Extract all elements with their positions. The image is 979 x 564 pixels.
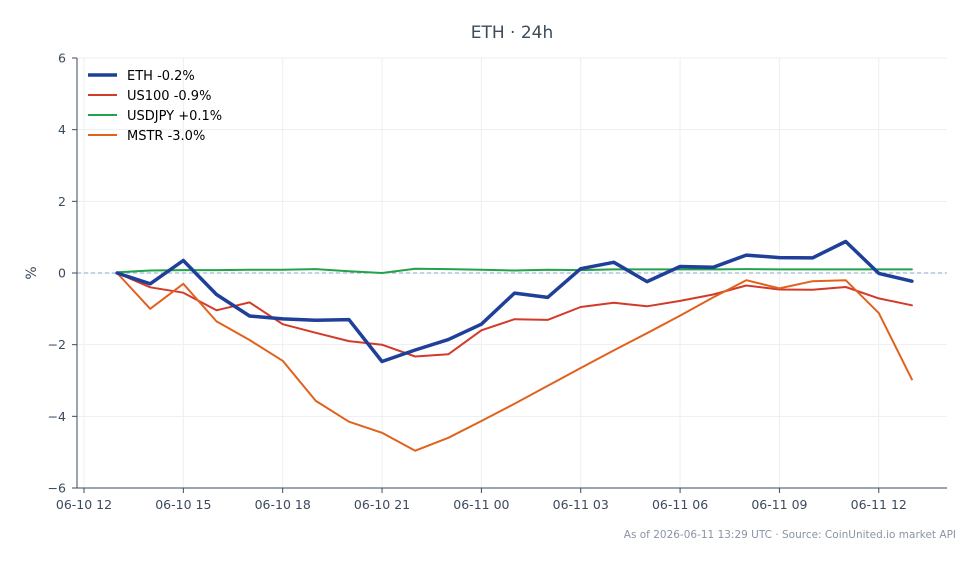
legend-label: USDJPY +0.1%	[127, 109, 222, 124]
x-tick-label: 06-11 00	[453, 497, 509, 512]
y-tick-label: 4	[58, 122, 66, 137]
legend: ETH -0.2% US100 -0.9% USDJPY +0.1% MSTR -3.…	[88, 69, 222, 144]
y-tick-label: −4	[48, 409, 66, 424]
legend-label: MSTR -3.0%	[127, 129, 205, 144]
series-line-mstr	[116, 272, 913, 452]
series-group	[115, 239, 914, 452]
x-tick-label: 06-11 12	[851, 497, 907, 512]
footnote: As of 2026-06-11 13:29 UTC · Source: Coi…	[624, 529, 956, 541]
y-tick-label: 6	[58, 51, 66, 66]
y-tick-label: 0	[58, 266, 66, 281]
legend-label: ETH -0.2%	[127, 69, 195, 84]
series-line-eth	[115, 239, 914, 364]
series-line-us100	[116, 272, 913, 358]
x-tick-label: 06-11 06	[652, 497, 708, 512]
y-tick-label: 2	[58, 194, 66, 209]
y-ticks: −6 −4 −2 0 2 4 6	[48, 51, 77, 496]
x-tick-label: 06-11 09	[751, 497, 807, 512]
x-tick-label: 06-10 18	[255, 497, 311, 512]
y-tick-label: −2	[48, 337, 66, 352]
x-ticks: 06-10 12 06-10 15 06-10 18 06-10 21 06-11 00…	[56, 488, 907, 512]
x-tick-label: 06-10 12	[56, 497, 112, 512]
x-tick-label: 06-11 03	[553, 497, 609, 512]
legend-label: US100 -0.9%	[127, 89, 211, 104]
series-line-usdjpy	[116, 267, 913, 274]
x-tick-label: 06-10 21	[354, 497, 410, 512]
chart-title: ETH · 24h	[471, 23, 554, 43]
y-axis-label: %	[24, 266, 40, 279]
x-tick-label: 06-10 15	[155, 497, 211, 512]
y-tick-label: −6	[48, 481, 66, 496]
